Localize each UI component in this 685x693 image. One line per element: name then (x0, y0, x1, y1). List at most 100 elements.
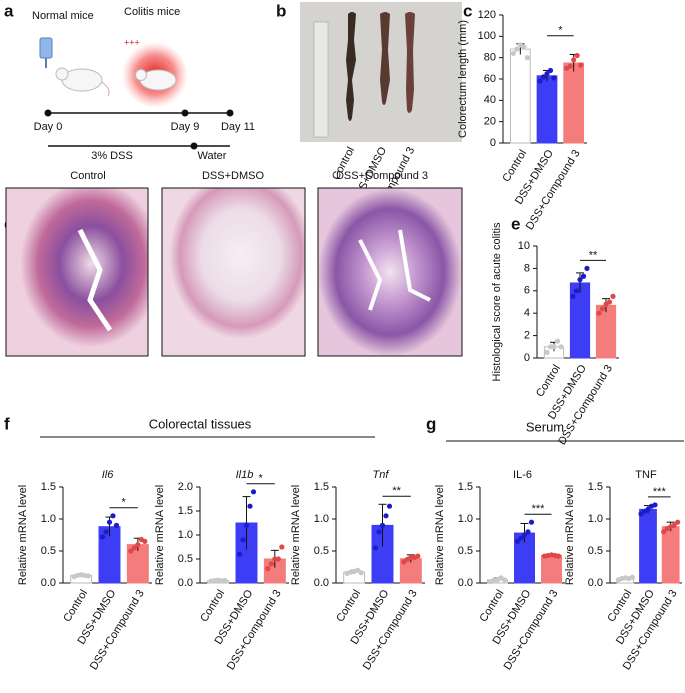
y-tick-label: 2.0 (178, 481, 193, 493)
y-axis-label: Relative mRNA level (434, 485, 446, 585)
y-tick-label: 0 (490, 137, 496, 149)
data-point (675, 519, 681, 525)
y-tick-label: 1.0 (178, 529, 193, 541)
data-point (544, 71, 550, 77)
data-point (606, 299, 613, 305)
data-point (106, 519, 113, 525)
data-point (629, 574, 635, 580)
timeline-dot (226, 109, 234, 117)
y-axis-label: Colorectum length (mm) (457, 20, 469, 138)
data-point (645, 506, 651, 512)
panel-label: a (4, 1, 14, 20)
data-point (610, 293, 616, 299)
data-point (544, 349, 550, 355)
y-tick-label: 1.0 (588, 513, 603, 525)
y-tick-label: 120 (478, 9, 496, 21)
diagram: Normal mice Colitis mice +++ Day 0 Day 9… (32, 6, 255, 162)
y-tick-label: 1.0 (314, 513, 329, 525)
y-tick-label: 0.0 (458, 577, 473, 589)
data-point (265, 566, 271, 572)
lumen (358, 229, 431, 311)
image-title: Control (70, 170, 105, 182)
panel-label: e (511, 214, 520, 233)
histology: Control DSS+DMSO DSS+Compound 3 (5, 170, 463, 357)
data-point (236, 551, 243, 557)
data-point (383, 513, 389, 519)
colon (405, 12, 415, 113)
y-tick-label: 0.0 (178, 577, 193, 589)
data-point (578, 62, 584, 68)
x-tick-label: DSS+Compound 3 (361, 588, 420, 672)
data-point (142, 538, 148, 545)
y-tick-label: 1.0 (41, 513, 56, 525)
y-tick-label: 0 (524, 352, 530, 364)
data-point (537, 78, 543, 84)
y-tick-label: 6 (524, 285, 530, 297)
y-tick-label: 1.5 (178, 505, 193, 517)
data-point (540, 74, 547, 80)
y-tick-label: 100 (478, 30, 496, 42)
data-point (551, 75, 557, 81)
label: Day 9 (171, 121, 200, 133)
y-axis-label: Relative mRNA level (564, 485, 576, 585)
x-tick-label: Control (61, 588, 90, 624)
y-tick-label: 2 (524, 330, 530, 342)
x-tick-label: DSS+Compound 3 (88, 588, 147, 672)
data-point (518, 535, 524, 541)
data-point (567, 63, 573, 69)
data-point (379, 522, 386, 529)
syringe (39, 37, 53, 59)
data-point (243, 522, 250, 529)
y-tick-label: 0.5 (458, 545, 473, 557)
chart-title: Il1b (236, 469, 254, 481)
data-point (514, 538, 521, 545)
y-tick-label: 1.0 (458, 513, 473, 525)
chart-title: Il6 (102, 469, 115, 481)
bar (536, 75, 558, 144)
data-point (135, 542, 141, 548)
x-tick-label: Control (198, 588, 227, 624)
data-point (386, 503, 393, 509)
significance-label: * (558, 25, 563, 37)
significance-label: ** (589, 249, 598, 261)
data-point (558, 344, 564, 350)
mouse-tail (101, 81, 110, 97)
bar (639, 508, 657, 584)
y-tick-label: 1.5 (458, 481, 473, 493)
y-tick-label: 20 (484, 116, 496, 128)
data-point (222, 578, 228, 584)
chart-title: IL-6 (513, 469, 532, 481)
data-point (524, 55, 530, 61)
data-point (596, 310, 602, 316)
data-point (268, 561, 274, 567)
bar (541, 554, 562, 584)
data-point (358, 570, 364, 576)
y-tick-label: 4 (524, 307, 530, 319)
chart-title: TNF (635, 469, 657, 481)
colon (346, 12, 356, 121)
colon (380, 12, 390, 105)
bar (661, 526, 680, 584)
data-point (551, 344, 557, 350)
data-point (128, 548, 134, 554)
label: Day 11 (221, 121, 255, 133)
significance-label: *** (532, 503, 546, 515)
data-point (599, 306, 606, 312)
y-tick-label: 1.5 (314, 481, 329, 493)
label: Normal mice (32, 10, 94, 22)
significance-label: ** (392, 485, 401, 497)
x-tick-label: Control (478, 588, 507, 624)
data-point (110, 513, 116, 519)
x-tick-label: Control (334, 588, 363, 624)
timeline-dot (44, 109, 52, 117)
y-tick-label: 40 (484, 94, 496, 106)
data-point (514, 46, 520, 52)
timeline-dot (181, 109, 189, 117)
ruler (313, 21, 329, 138)
y-tick-label: 0.5 (41, 545, 56, 557)
data-point (573, 288, 580, 294)
group-header: Serum (526, 419, 564, 434)
data-point (131, 545, 137, 551)
data-point (99, 534, 106, 540)
